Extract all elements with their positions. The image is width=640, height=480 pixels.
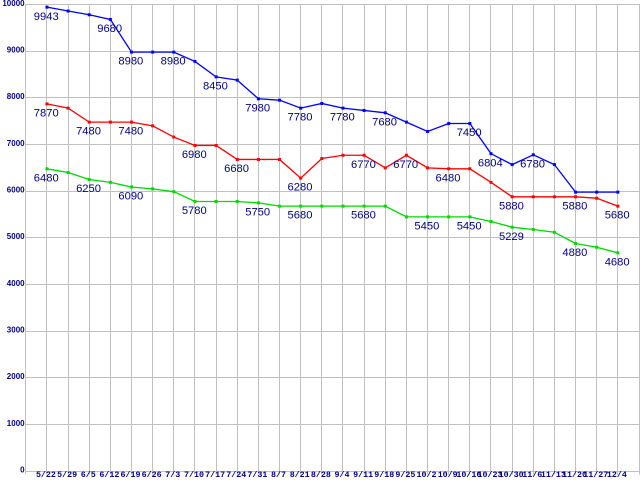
svg-text:6770: 6770	[351, 159, 376, 171]
svg-text:5/29: 5/29	[57, 470, 77, 480]
svg-text:6480: 6480	[436, 172, 461, 184]
svg-text:11/20: 11/20	[562, 470, 587, 480]
svg-text:6000: 6000	[7, 186, 25, 195]
svg-text:6/19: 6/19	[121, 470, 141, 480]
svg-text:3000: 3000	[7, 326, 25, 335]
svg-text:7480: 7480	[76, 126, 101, 138]
svg-text:5450: 5450	[414, 220, 439, 232]
svg-text:7480: 7480	[118, 126, 143, 138]
svg-text:8/7: 8/7	[271, 470, 286, 480]
svg-text:5880: 5880	[499, 200, 524, 212]
svg-text:7000: 7000	[7, 139, 25, 148]
svg-text:5750: 5750	[245, 206, 270, 218]
svg-text:10/23: 10/23	[477, 470, 502, 480]
svg-text:7/17: 7/17	[205, 470, 225, 480]
svg-text:5450: 5450	[457, 220, 482, 232]
svg-text:6280: 6280	[288, 182, 313, 194]
svg-text:9/4: 9/4	[334, 470, 349, 480]
svg-text:8980: 8980	[161, 56, 186, 68]
svg-text:10/9: 10/9	[438, 470, 458, 480]
svg-text:5880: 5880	[562, 200, 587, 212]
svg-text:6/5: 6/5	[81, 470, 96, 480]
svg-text:10/16: 10/16	[456, 470, 481, 480]
svg-text:4680: 4680	[605, 256, 630, 268]
svg-text:7780: 7780	[330, 112, 355, 124]
svg-text:8000: 8000	[7, 92, 25, 101]
svg-text:8980: 8980	[118, 56, 143, 68]
svg-text:9/25: 9/25	[395, 470, 415, 480]
svg-text:5229: 5229	[499, 231, 524, 243]
svg-text:7/3: 7/3	[165, 470, 180, 480]
svg-text:5680: 5680	[351, 210, 376, 222]
svg-text:7/24: 7/24	[226, 470, 246, 480]
svg-text:7870: 7870	[34, 108, 59, 120]
svg-text:11/6: 11/6	[522, 470, 542, 480]
svg-text:10000: 10000	[2, 0, 25, 8]
svg-text:6804: 6804	[478, 157, 503, 169]
svg-text:6680: 6680	[224, 163, 249, 175]
svg-text:0: 0	[20, 466, 25, 475]
svg-text:7780: 7780	[288, 112, 313, 124]
svg-text:8/28: 8/28	[311, 470, 331, 480]
svg-text:5000: 5000	[7, 232, 25, 241]
svg-text:9943: 9943	[34, 11, 59, 23]
svg-text:1000: 1000	[7, 419, 25, 428]
svg-text:6250: 6250	[76, 183, 101, 195]
svg-text:5780: 5780	[182, 205, 207, 217]
svg-text:5680: 5680	[288, 210, 313, 222]
svg-text:7/31: 7/31	[247, 470, 267, 480]
svg-text:11/13: 11/13	[541, 470, 566, 480]
svg-text:6/12: 6/12	[99, 470, 119, 480]
svg-text:8/21: 8/21	[290, 470, 310, 480]
svg-text:7/10: 7/10	[184, 470, 204, 480]
svg-text:10/2: 10/2	[417, 470, 437, 480]
svg-text:9000: 9000	[7, 45, 25, 54]
svg-text:5/22: 5/22	[36, 470, 56, 480]
svg-text:10/30: 10/30	[499, 470, 524, 480]
svg-text:12/4: 12/4	[607, 470, 627, 480]
svg-text:5680: 5680	[605, 210, 630, 222]
svg-text:6480: 6480	[34, 172, 59, 184]
svg-text:7980: 7980	[245, 102, 270, 114]
svg-text:8450: 8450	[203, 80, 228, 92]
svg-text:9/18: 9/18	[374, 470, 394, 480]
svg-text:6/26: 6/26	[142, 470, 162, 480]
svg-text:6780: 6780	[520, 158, 545, 170]
svg-text:6770: 6770	[393, 159, 418, 171]
svg-text:9/11: 9/11	[353, 470, 373, 480]
svg-text:4880: 4880	[562, 247, 587, 259]
svg-text:2000: 2000	[7, 372, 25, 381]
svg-text:9680: 9680	[97, 23, 122, 35]
svg-text:7680: 7680	[372, 116, 397, 128]
svg-text:11/27: 11/27	[583, 470, 608, 480]
svg-text:7450: 7450	[457, 127, 482, 139]
svg-text:4000: 4000	[7, 279, 25, 288]
svg-text:6090: 6090	[118, 191, 143, 203]
svg-text:6980: 6980	[182, 149, 207, 161]
